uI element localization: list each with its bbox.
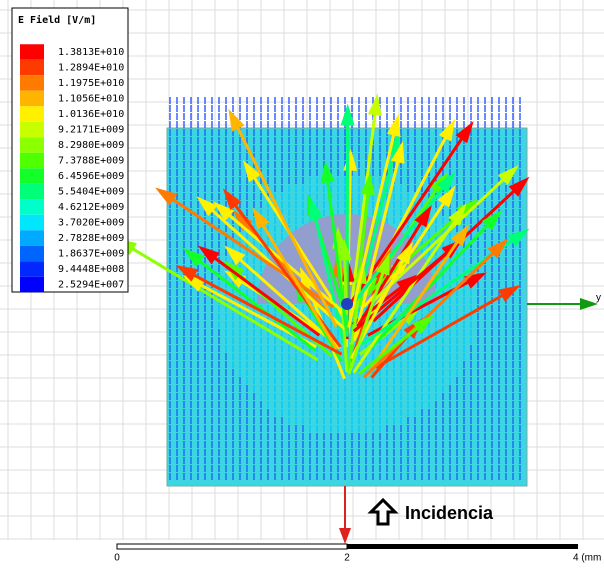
legend-label: 2.7828E+009: [58, 233, 124, 244]
legend-label: 1.1056E+010: [58, 94, 124, 105]
legend-label: 9.2171E+009: [58, 125, 124, 136]
legend-label: 8.2980E+009: [58, 140, 124, 151]
z-axis-head: [339, 528, 351, 544]
scale-label: 2: [344, 553, 350, 564]
scale-label: 4 (mm: [573, 553, 601, 564]
legend-swatch: [20, 261, 44, 277]
legend-label: 7.3788E+009: [58, 156, 124, 167]
legend-label: 6.4596E+009: [58, 171, 124, 182]
legend-label: 2.5294E+007: [58, 280, 124, 291]
legend-swatch: [20, 106, 44, 122]
legend-swatch: [20, 75, 44, 91]
legend-swatch: [20, 215, 44, 231]
legend-label: 1.2894E+010: [58, 63, 124, 74]
legend-label: 4.6212E+009: [58, 202, 124, 213]
legend-label: 1.3813E+010: [58, 47, 124, 58]
scale-bar-black: [347, 544, 578, 549]
field-plot: y Incidencia 0 2 4 (mm E Field [V/m] 1.3…: [0, 0, 604, 566]
legend-label: 3.7020E+009: [58, 218, 124, 229]
legend: E Field [V/m] 1.3813E+010 1.2894E+010 1.19…: [12, 8, 128, 292]
legend-swatch: [20, 153, 44, 169]
incidence-arrow: [371, 500, 395, 524]
scale-label: 0: [114, 553, 120, 564]
legend-swatch: [20, 60, 44, 76]
legend-swatch: [20, 184, 44, 200]
annotation: Incidencia: [405, 503, 494, 523]
legend-swatch: [20, 168, 44, 184]
legend-label: 1.8637E+009: [58, 249, 124, 260]
legend-swatch: [20, 122, 44, 138]
legend-label: 1.1975E+010: [58, 78, 124, 89]
legend-label: 5.5404E+009: [58, 187, 124, 198]
legend-swatch: [20, 199, 44, 215]
scale-bar-white: [117, 544, 347, 549]
legend-swatch: [20, 277, 44, 293]
legend-label: 1.0136E+010: [58, 109, 124, 120]
center-dot: [341, 298, 353, 310]
legend-swatch: [20, 91, 44, 107]
legend-swatch: [20, 246, 44, 262]
legend-label: 9.4448E+008: [58, 264, 124, 275]
legend-swatch: [20, 44, 44, 60]
legend-title: E Field [V/m]: [18, 14, 96, 26]
legend-swatch: [20, 137, 44, 153]
legend-swatch: [20, 230, 44, 246]
axis-label: y: [596, 293, 601, 304]
